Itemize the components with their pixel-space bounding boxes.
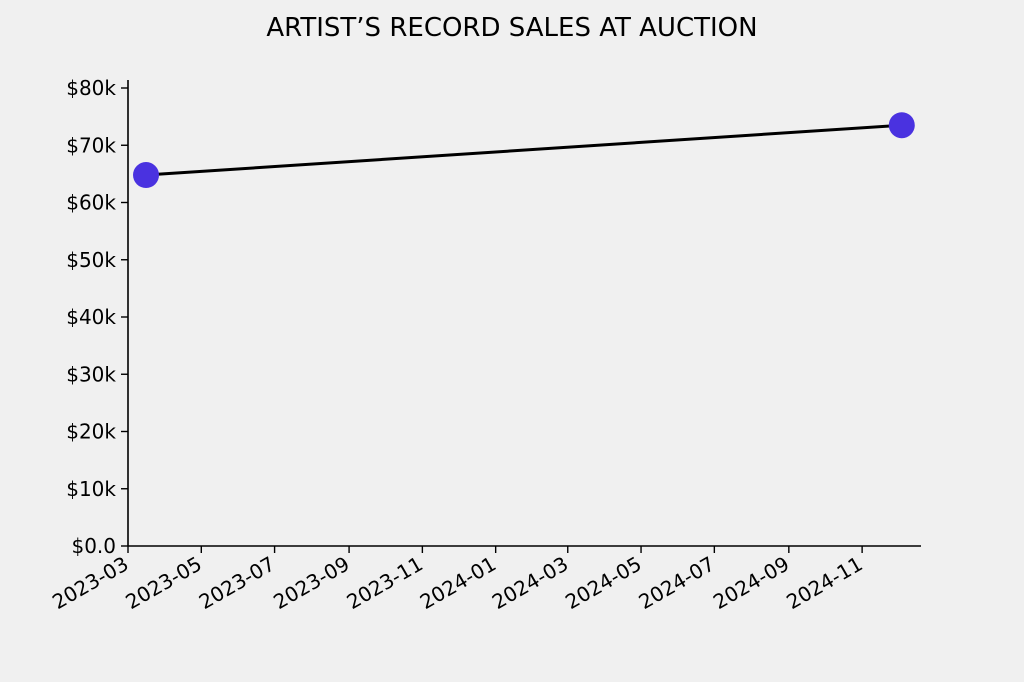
plot-area <box>133 112 915 189</box>
x-tick-label: 2024-03 <box>488 552 572 615</box>
data-point <box>133 162 160 189</box>
y-tick-label: $20k <box>66 420 116 444</box>
data-point <box>888 112 915 139</box>
series-line <box>145 123 902 177</box>
y-tick-label: $60k <box>66 191 116 215</box>
x-tick-label: 2024-11 <box>782 552 866 615</box>
axes: $0.0 $10k $20k $30k $40k $50k $60k $70k $80k 2023… <box>48 76 921 614</box>
x-tick-label: 2023-11 <box>342 552 426 615</box>
y-tick-label: $10k <box>66 477 116 501</box>
y-tick-label: $80k <box>66 76 116 100</box>
x-tick-label: 2023-03 <box>48 552 132 615</box>
x-tick-label: 2023-09 <box>269 552 353 615</box>
x-tick-label: 2023-05 <box>121 552 205 615</box>
y-tick-label: $70k <box>66 133 116 157</box>
y-tick-label: $30k <box>66 362 116 386</box>
y-tick-label: $50k <box>66 248 116 272</box>
x-tick-label: 2024-01 <box>416 552 500 615</box>
chart-title: ARTIST’S RECORD SALES AT AUCTION <box>266 13 757 43</box>
x-tick-label: 2024-07 <box>634 552 718 615</box>
x-tick-label: 2024-05 <box>561 552 645 615</box>
y-tick-label: $40k <box>66 305 116 329</box>
x-tick-label: 2024-09 <box>709 552 793 615</box>
y-tick-label: $0.0 <box>71 534 116 558</box>
x-tick-label: 2023-07 <box>195 552 279 615</box>
